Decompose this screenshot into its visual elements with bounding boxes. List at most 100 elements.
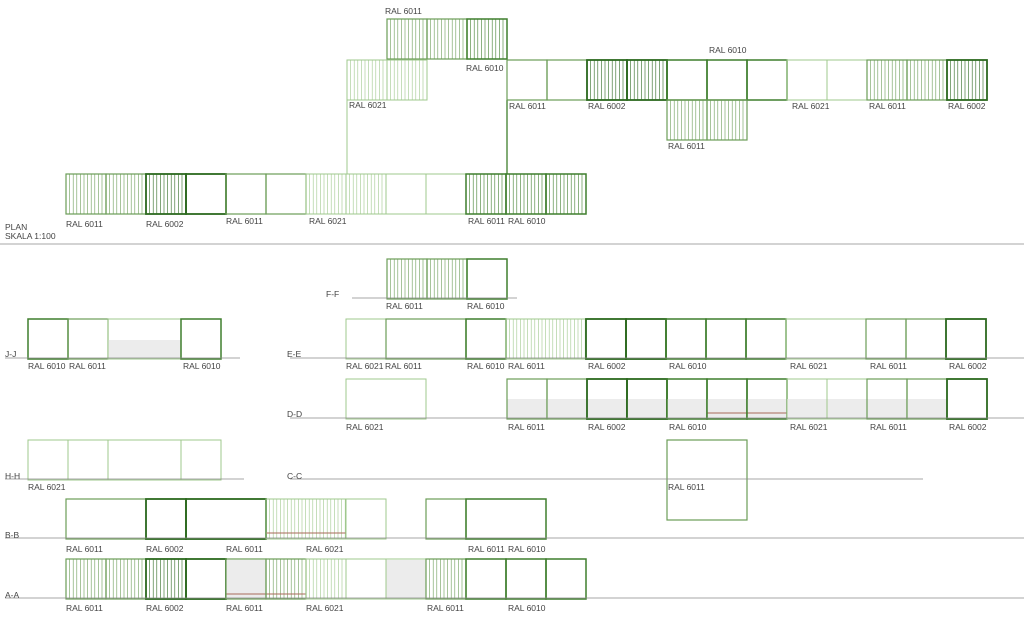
plan-lower-13	[545, 173, 587, 215]
plan-label-15: RAL 6011	[468, 216, 505, 226]
plan-top-1	[386, 18, 428, 60]
bb-label-4: RAL 6021	[306, 544, 344, 554]
plan-lower-10	[425, 173, 467, 215]
bb-5	[345, 498, 387, 540]
dd-6	[706, 378, 748, 420]
bb-2	[145, 498, 187, 540]
plan-lower-2	[105, 173, 147, 215]
ee-label-4: RAL 6011	[508, 361, 545, 371]
plan-lower-9	[385, 173, 427, 215]
dd-label-2: RAL 6011	[508, 422, 545, 432]
ff-label-2: RAL 6010	[467, 301, 505, 311]
bb-1	[65, 498, 147, 540]
plan-label-5: RAL 6002	[588, 101, 626, 111]
ee-12	[905, 318, 947, 360]
hh-name: H-H	[5, 471, 20, 481]
aa-11	[465, 558, 507, 600]
aa-1	[65, 558, 107, 600]
bb-name: B-B	[5, 530, 20, 540]
aa-label-1: RAL 6011	[66, 603, 103, 613]
plan-label-1: RAL 6011	[385, 6, 422, 16]
bb-label-1: RAL 6011	[66, 544, 103, 554]
aa-label-4: RAL 6021	[306, 603, 344, 613]
ee-name: E-E	[287, 349, 302, 359]
jj-2	[67, 318, 109, 360]
jj-label-2: RAL 6011	[69, 361, 106, 371]
ee-13	[945, 318, 987, 360]
aa-label-6: RAL 6010	[508, 603, 546, 613]
plan-lower-1	[65, 173, 107, 215]
plan-upper-right-11	[906, 59, 948, 101]
ee-5	[585, 318, 627, 360]
aa-6	[265, 558, 307, 600]
plan-label-7: RAL 6021	[792, 101, 830, 111]
dd-name: D-D	[287, 409, 302, 419]
bb-label-3: RAL 6011	[226, 544, 263, 554]
jj-1	[27, 318, 69, 360]
hh-3	[107, 439, 182, 481]
dd-3	[586, 378, 628, 420]
dd-8	[786, 378, 828, 420]
plan-upper-right-3	[586, 59, 628, 101]
plan-label-14: RAL 6021	[309, 216, 347, 226]
plan-upper-left-2	[386, 59, 428, 101]
bb-8	[465, 498, 547, 540]
plan-label-11: RAL 6011	[66, 219, 103, 229]
plan-label-8: RAL 6011	[869, 101, 906, 111]
plan-lower-6	[265, 173, 307, 215]
plan-upper-right-4	[626, 59, 668, 101]
dd-4	[626, 378, 668, 420]
plan-upper-right-7	[746, 59, 788, 101]
jj-name: J-J	[5, 349, 16, 359]
dd-7	[746, 378, 788, 420]
jj-3	[107, 318, 182, 360]
ee-10	[785, 318, 867, 360]
plan-upper-right-9	[826, 59, 868, 101]
aa-9	[385, 558, 427, 600]
ee-label-1: RAL 6021	[346, 361, 384, 371]
ee-label-8: RAL 6011	[870, 361, 907, 371]
plan-lower-8	[345, 173, 387, 215]
hh-2	[67, 439, 109, 481]
ee-4	[505, 318, 587, 360]
plan-lower-11	[465, 173, 507, 215]
ee-7	[665, 318, 707, 360]
jj-4	[180, 318, 222, 360]
ff-name: F-F	[326, 289, 339, 299]
ee-8	[705, 318, 747, 360]
plan-upper-right-1	[506, 59, 548, 101]
plan-lower-12	[505, 173, 547, 215]
aa-4	[185, 558, 227, 600]
dd-2	[546, 378, 588, 420]
plan-label-4: RAL 6011	[509, 101, 546, 111]
aa-8	[345, 558, 387, 600]
ee-label-6: RAL 6010	[669, 361, 707, 371]
dd-9	[826, 378, 868, 420]
aa-7	[305, 558, 347, 600]
plan-bay-1	[666, 99, 708, 141]
dd-label-7: RAL 6002	[949, 422, 987, 432]
dd-10	[866, 378, 908, 420]
ff-2	[426, 258, 468, 300]
dd-label-5: RAL 6021	[790, 422, 828, 432]
plan-upper-right-2	[546, 59, 588, 101]
aa-name: A-A	[5, 590, 20, 600]
aa-5	[225, 558, 267, 600]
plan-upper-right-10	[866, 59, 908, 101]
bb-4	[265, 498, 347, 540]
plan-title: PLAN	[5, 222, 27, 232]
dd-5	[666, 378, 708, 420]
ee-1	[345, 318, 387, 360]
cc-label-1: RAL 6011	[668, 482, 705, 492]
dd-label-3: RAL 6002	[588, 422, 626, 432]
aa-13	[545, 558, 587, 600]
dd-label-4: RAL 6010	[669, 422, 707, 432]
plan-label-6: RAL 6010	[709, 45, 747, 55]
ee-6	[625, 318, 667, 360]
hh-label-1: RAL 6021	[28, 482, 66, 492]
jj-label-1: RAL 6010	[28, 361, 66, 371]
dd-11	[906, 378, 948, 420]
ee-label-9: RAL 6002	[949, 361, 987, 371]
dd-label-1: RAL 6021	[346, 422, 384, 432]
